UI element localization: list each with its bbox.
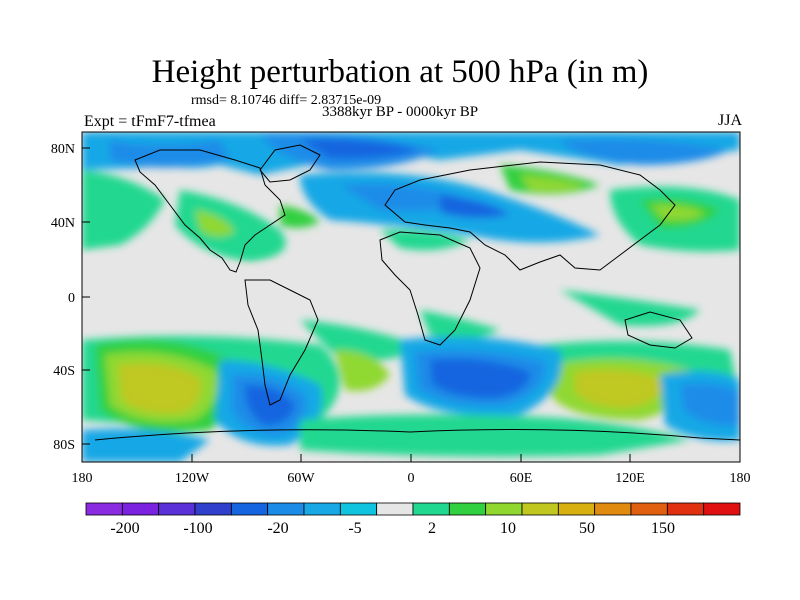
colorbar-swatch xyxy=(485,502,523,516)
height-field xyxy=(82,132,740,462)
colorbar-swatch xyxy=(630,502,668,516)
greenland-outline xyxy=(259,144,321,183)
colorbar-swatch xyxy=(194,502,232,516)
colorbar-swatch xyxy=(666,502,705,516)
colorbar-swatch xyxy=(594,502,632,516)
latitude-labels: 80N 40N 0 40S 80S xyxy=(51,142,75,453)
colorbar-label: 150 xyxy=(651,520,675,537)
season-label: JJA xyxy=(717,112,742,129)
lon-label: 180 xyxy=(730,471,751,486)
lat-label: 0 xyxy=(68,291,75,306)
south-america-outline xyxy=(244,279,319,406)
colorbar-swatch xyxy=(703,502,741,516)
lat-label: 40S xyxy=(53,364,75,379)
lat-label: 40N xyxy=(51,216,75,231)
colorbar-label: -20 xyxy=(267,520,288,537)
axis-ticks xyxy=(81,147,741,462)
colorbar-swatch xyxy=(521,502,559,516)
colorbar-swatch xyxy=(230,502,269,516)
north-america-outline xyxy=(134,149,286,273)
colorbar-label: -100 xyxy=(183,520,212,537)
colorbar-swatch xyxy=(448,502,487,516)
lat-label: 80S xyxy=(53,438,75,453)
colorbar-swatch xyxy=(303,502,341,516)
africa-outline xyxy=(379,231,481,346)
colorbar-swatch xyxy=(376,502,414,516)
lon-label: 180 xyxy=(72,471,93,486)
colorbar-swatch xyxy=(339,502,378,516)
colorbar-swatch xyxy=(557,502,596,516)
colorbar-label: 50 xyxy=(579,520,595,537)
eurasia-outline xyxy=(384,161,676,271)
lon-label: 0 xyxy=(408,471,415,486)
colorbar-labels: -200 -100 -20 -5 2 10 50 150 xyxy=(110,520,675,537)
colorbar-swatch xyxy=(267,502,305,516)
lat-label: 80N xyxy=(51,142,75,157)
colorbar-label: -5 xyxy=(348,520,361,537)
coastlines xyxy=(94,144,740,441)
period-label: 3388kyr BP - 0000kyr BP xyxy=(322,104,479,120)
colorbar-label: -200 xyxy=(110,520,139,537)
stats-label: rmsd= 8.10746 diff= 2.83715e-09 xyxy=(191,93,382,108)
plot-title: Height perturbation at 500 hPa (in m) xyxy=(151,54,649,90)
colorbar-swatch xyxy=(85,502,123,516)
colorbar xyxy=(85,502,741,516)
antarctica-outline xyxy=(94,429,740,441)
longitude-labels: 180 120W 60W 0 60E 120E 180 xyxy=(72,471,751,486)
colorbar-swatch xyxy=(412,502,450,516)
lon-label: 120W xyxy=(175,471,210,486)
colorbar-label: 10 xyxy=(500,520,516,537)
lon-label: 60W xyxy=(287,471,315,486)
experiment-label: Expt = tFmF7-tfmea xyxy=(84,113,216,130)
australia-outline xyxy=(624,311,693,349)
lon-label: 60E xyxy=(510,471,533,486)
colorbar-swatch xyxy=(158,502,196,516)
colorbar-swatch xyxy=(121,502,160,516)
colorbar-label: 2 xyxy=(428,520,436,537)
lon-label: 120E xyxy=(615,471,645,486)
